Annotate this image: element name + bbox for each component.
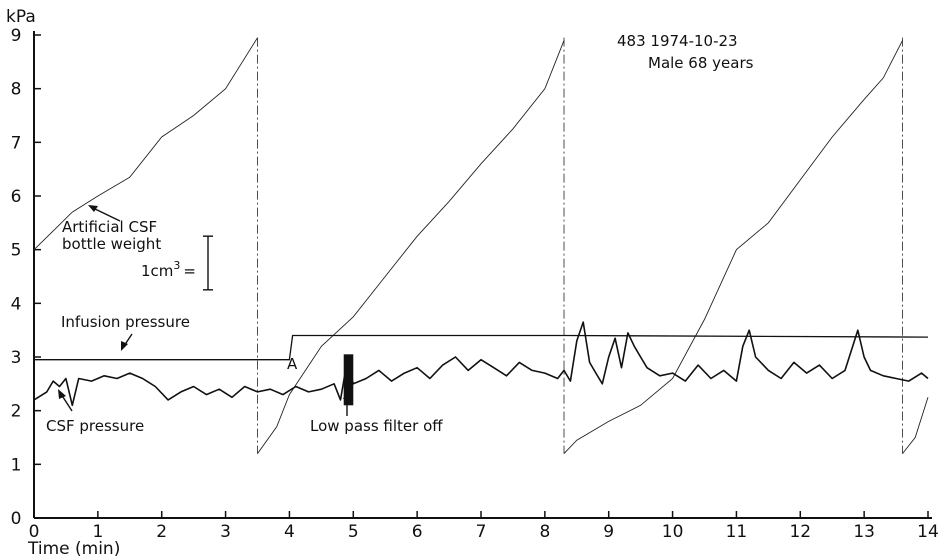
- x-tick-label: 11: [726, 522, 748, 542]
- x-tick-label: 3: [220, 522, 231, 542]
- bottle-weight-arrowhead: [88, 205, 98, 212]
- x-tick-label: 12: [789, 522, 811, 542]
- csf-pressure-line: [33, 321, 929, 407]
- y-tick-label: 2: [11, 402, 22, 422]
- scale-bar: [203, 235, 213, 291]
- x-tick-label: 9: [603, 522, 614, 542]
- low-pass-filter-label: Low pass filter off: [310, 417, 443, 435]
- scale-label-sup: 3: [173, 259, 180, 272]
- y-tick-label: 1: [11, 455, 22, 475]
- x-tick-label: 13: [853, 522, 875, 542]
- x-tick-label: 14: [917, 522, 939, 542]
- bottle-weight-arrow: [92, 207, 121, 222]
- y-tick-label: 6: [11, 187, 22, 207]
- chart-header-line2: Male 68 years: [648, 54, 754, 72]
- marker-a-label: A: [287, 355, 298, 373]
- x-axis-label: Time (min): [27, 539, 120, 558]
- scale-label: 1cm3 =: [141, 259, 196, 280]
- y-tick-label: 9: [11, 26, 22, 46]
- x-tick-label: 7: [476, 522, 487, 542]
- x-tick-label: 6: [412, 522, 423, 542]
- y-axis-unit-label: kPa: [6, 7, 36, 27]
- y-tick-label: 7: [11, 133, 22, 153]
- y-tick-label: 3: [11, 348, 22, 368]
- low-pass-filter-arrowhead: [343, 390, 351, 399]
- scale-label-text: 1cm: [141, 262, 173, 280]
- infusion-pressure-line: [34, 334, 929, 361]
- bottle-weight-label-line1: Artificial CSF: [62, 218, 157, 236]
- artificial-csf-bottle-weight-line: [257, 40, 565, 454]
- artificial-csf-bottle-weight-line: [33, 37, 258, 251]
- bottle-weight-label-line2: bottle weight: [62, 235, 161, 253]
- x-tick-label: 8: [539, 522, 550, 542]
- scale-label-eq: =: [183, 262, 196, 280]
- x-tick-label: 4: [284, 522, 295, 542]
- filter-off-block: [343, 354, 354, 406]
- y-tick-label: 4: [11, 294, 22, 314]
- y-tick-label: 8: [11, 80, 22, 100]
- bottle-reset-lines: [257, 37, 903, 454]
- x-tick-label: 0: [29, 522, 40, 542]
- csf-pressure-label: CSF pressure: [46, 417, 144, 435]
- series-layer: [33, 37, 929, 454]
- y-tick-label: 5: [11, 241, 22, 261]
- x-tick-label: 5: [348, 522, 359, 542]
- infusion-pressure-arrowhead: [121, 341, 128, 351]
- x-tick-label: 1: [92, 522, 103, 542]
- artificial-csf-bottle-weight-line: [563, 40, 903, 454]
- x-tick-label: 2: [156, 522, 167, 542]
- infusion-pressure-label: Infusion pressure: [61, 313, 190, 331]
- x-tick-label: 10: [662, 522, 684, 542]
- csf-pressure-arrowhead: [58, 389, 66, 399]
- x-axis-ticks: 0 1 2 3 4 5 6 7 8 9 10 11 12 13 14: [29, 511, 939, 542]
- y-axis-ticks: 0 1 2 3 4 5 6 7 8 9: [11, 26, 41, 529]
- chart-header-line1: 483 1974-10-23: [617, 32, 738, 50]
- artificial-csf-bottle-weight-line: [902, 397, 929, 454]
- y-tick-label: 0: [11, 509, 22, 529]
